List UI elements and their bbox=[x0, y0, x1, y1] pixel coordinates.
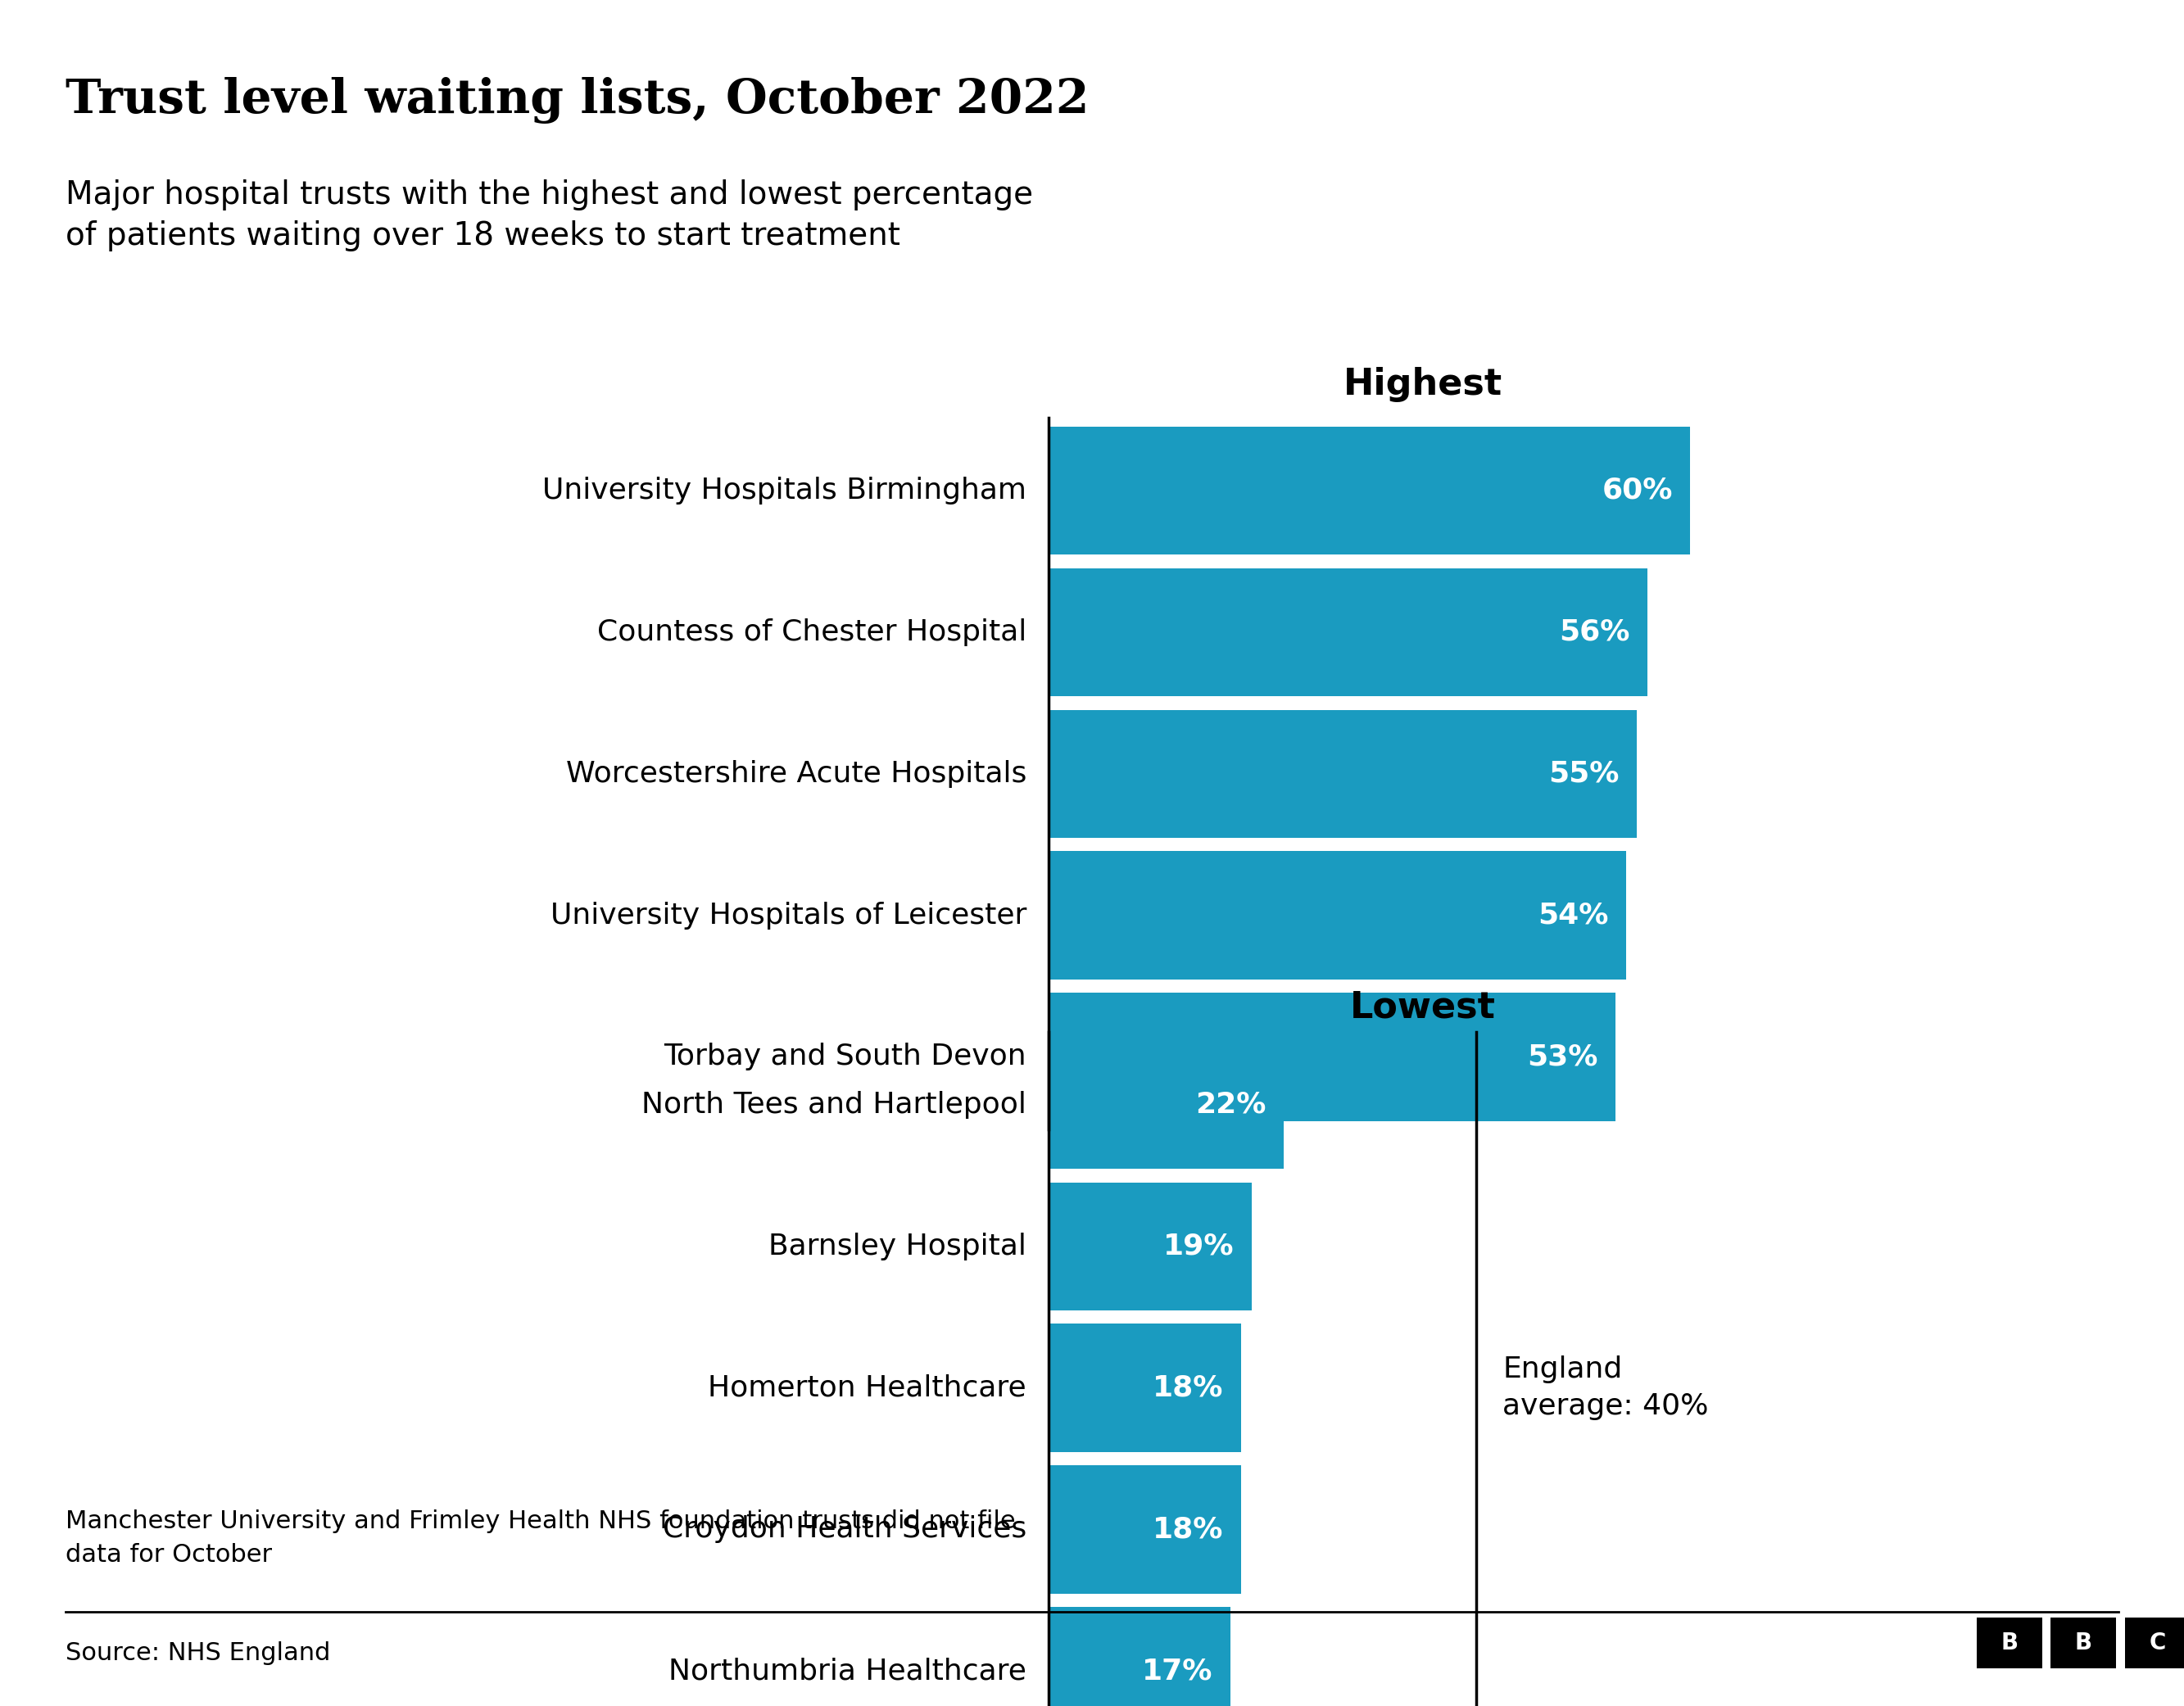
Bar bbox=[2051, 1617, 2116, 1668]
Text: Lowest: Lowest bbox=[1350, 989, 1496, 1025]
Bar bbox=[1048, 1607, 1230, 1706]
Text: 54%: 54% bbox=[1538, 901, 1610, 930]
Text: 19%: 19% bbox=[1164, 1232, 1234, 1261]
Bar bbox=[1048, 1182, 1251, 1310]
Bar bbox=[1048, 1324, 1241, 1452]
Text: Torbay and South Devon: Torbay and South Devon bbox=[664, 1042, 1026, 1071]
Bar bbox=[1977, 1617, 2042, 1668]
Bar bbox=[1048, 1465, 1241, 1593]
Bar bbox=[1048, 851, 1627, 979]
Text: 22%: 22% bbox=[1195, 1090, 1267, 1119]
Text: Trust level waiting lists, October 2022: Trust level waiting lists, October 2022 bbox=[66, 77, 1090, 123]
Bar bbox=[1048, 710, 1638, 838]
Text: 18%: 18% bbox=[1153, 1373, 1223, 1402]
Text: 55%: 55% bbox=[1548, 759, 1621, 788]
Text: B: B bbox=[2075, 1631, 2092, 1655]
Text: Barnsley Hospital: Barnsley Hospital bbox=[769, 1232, 1026, 1261]
Bar bbox=[2125, 1617, 2184, 1668]
Text: Source: NHS England: Source: NHS England bbox=[66, 1641, 330, 1665]
Text: University Hospitals Birmingham: University Hospitals Birmingham bbox=[542, 476, 1026, 505]
Text: Countess of Chester Hospital: Countess of Chester Hospital bbox=[596, 618, 1026, 647]
Text: Croydon Health Services: Croydon Health Services bbox=[662, 1515, 1026, 1544]
Text: 60%: 60% bbox=[1603, 476, 1673, 505]
Text: 56%: 56% bbox=[1559, 618, 1629, 647]
Text: England
average: 40%: England average: 40% bbox=[1503, 1356, 1708, 1419]
Text: Northumbria Healthcare: Northumbria Healthcare bbox=[668, 1657, 1026, 1686]
Text: Manchester University and Frimley Health NHS foundation trusts did not file
data: Manchester University and Frimley Health… bbox=[66, 1510, 1016, 1566]
Text: 17%: 17% bbox=[1142, 1657, 1212, 1686]
Text: 18%: 18% bbox=[1153, 1515, 1223, 1544]
Text: North Tees and Hartlepool: North Tees and Hartlepool bbox=[642, 1090, 1026, 1119]
Text: Worcestershire Acute Hospitals: Worcestershire Acute Hospitals bbox=[566, 759, 1026, 788]
Text: 53%: 53% bbox=[1527, 1042, 1599, 1071]
Text: C: C bbox=[2149, 1631, 2167, 1655]
Bar bbox=[1048, 568, 1647, 696]
Text: Highest: Highest bbox=[1343, 367, 1503, 403]
Bar bbox=[1048, 993, 1616, 1121]
Text: Major hospital trusts with the highest and lowest percentage
of patients waiting: Major hospital trusts with the highest a… bbox=[66, 179, 1033, 251]
Text: B: B bbox=[2001, 1631, 2018, 1655]
Bar bbox=[1048, 1041, 1284, 1169]
Text: University Hospitals of Leicester: University Hospitals of Leicester bbox=[550, 901, 1026, 930]
Text: Homerton Healthcare: Homerton Healthcare bbox=[708, 1373, 1026, 1402]
Bar bbox=[1048, 426, 1690, 554]
